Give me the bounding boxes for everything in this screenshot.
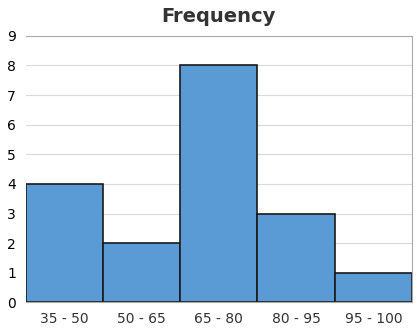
Bar [103,243,180,302]
Title: Frequency: Frequency [162,7,276,26]
Bar [26,184,103,302]
Bar [180,66,257,302]
Bar [335,273,412,302]
Bar [257,213,335,302]
